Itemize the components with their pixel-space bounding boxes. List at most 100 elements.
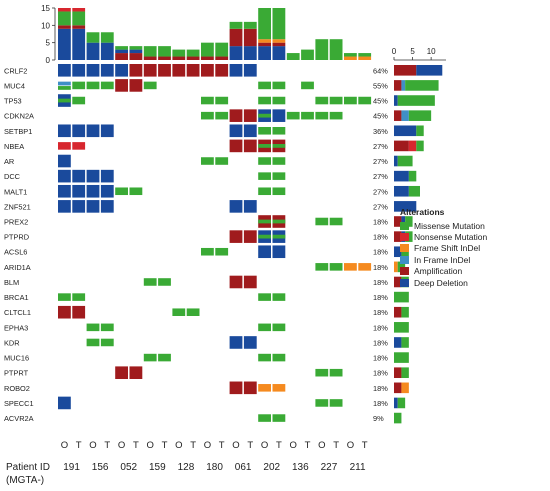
cell-missense [272, 353, 286, 362]
cell-nonsense [72, 142, 86, 150]
cell-missense [129, 187, 143, 196]
cell-amplification [172, 64, 186, 77]
cell-missense [315, 217, 329, 226]
sample-type-label: T [276, 440, 282, 451]
top-bar-segment-missense [72, 11, 86, 26]
cell-amplification [158, 64, 171, 77]
top-bar-segment-deletion [229, 46, 243, 60]
right-bar-segment-missense [394, 352, 409, 363]
sample-type-label: O [147, 440, 154, 451]
top-bar-segment-amplification [115, 53, 128, 60]
top-bar-segment-deletion [129, 49, 143, 54]
sample-type-label: T [333, 440, 339, 451]
right-bar-segment-missense [397, 95, 435, 106]
right-bar-segment-frameshift [394, 261, 398, 273]
top-bar-axis: 0 5 10 15 [41, 4, 56, 65]
legend-swatch-inframe [400, 255, 409, 264]
cell-missense [272, 157, 286, 165]
right-bar-segment-missense [401, 337, 409, 348]
cell-deletion [58, 396, 71, 410]
cell-missense [158, 353, 171, 362]
right-bar-segment-deletion [394, 201, 417, 212]
legend-item-inframe: In Frame InDel [400, 254, 550, 265]
percentage-labels: 64% 55% 45% 45% 36% 27% 27% 27% 27% 27% 18% 18% 18% 1… [373, 66, 388, 423]
cell-missense [258, 323, 271, 332]
patient-id: 227 [321, 462, 338, 473]
cell-missense [329, 399, 343, 407]
cell-missense [86, 323, 100, 332]
cell-missense [158, 278, 171, 286]
top-bar-segment-missense [344, 53, 357, 57]
cell-missense [258, 144, 271, 148]
cell-deletion [86, 200, 100, 213]
gene-label: BLM [4, 278, 19, 287]
sample-type-label: O [347, 440, 354, 451]
top-bar-segment-amplification [229, 28, 243, 47]
gene-percentage: 45% [373, 97, 388, 106]
cell-missense [58, 98, 71, 103]
cell-amplification [243, 109, 257, 122]
sample-type-label: T [219, 440, 225, 451]
cell-missense [272, 414, 286, 422]
cell-missense [86, 81, 100, 90]
cell-missense [72, 293, 86, 301]
right-bar-segment-missense [405, 80, 439, 91]
cell-deletion [72, 169, 86, 183]
cell-nonsense [58, 142, 71, 150]
cell-deletion [58, 154, 71, 168]
gene-label: CRLF2 [4, 66, 27, 75]
top-bar-segment-amplification [243, 28, 257, 47]
top-axis-tick-label: 0 [46, 56, 51, 65]
cell-deletion [58, 124, 71, 138]
sample-type-label: O [175, 440, 182, 451]
top-bar-segment-missense [86, 32, 100, 43]
right-bar-segment-missense [394, 322, 409, 333]
gene-label: AR [4, 157, 14, 166]
gene-label: PTPRD [4, 233, 29, 242]
cell-missense [272, 187, 286, 196]
cell-missense [215, 247, 229, 256]
gene-label: BRCA1 [4, 293, 29, 302]
gene-percentage: 18% [373, 233, 388, 242]
cell-missense [315, 368, 329, 377]
right-bar-segment-deletion [394, 397, 398, 409]
legend-item-amplification: Amplification [400, 266, 550, 277]
cell-deletion [229, 336, 243, 349]
cell-amplification [115, 79, 128, 92]
right-bar-segment-missense [401, 367, 409, 378]
patient-id-line1: Patient ID [6, 462, 50, 473]
top-bar-segment-missense [115, 46, 128, 50]
cell-missense [272, 293, 286, 301]
cell-missense [272, 219, 286, 224]
cell-deletion [100, 124, 114, 138]
cell-deletion [86, 124, 100, 138]
right-axis-tick-label: 0 [392, 47, 397, 56]
gene-percentage: 18% [373, 323, 388, 332]
cell-deletion [229, 200, 243, 213]
gene-label: MUC16 [4, 354, 29, 363]
cell-missense [100, 323, 114, 332]
right-bar-segment-amplification [394, 216, 402, 227]
cell-frameshift [258, 384, 271, 392]
cell-frameshift [344, 263, 357, 271]
cell-missense [258, 172, 271, 180]
right-bar-segment-missense [397, 261, 406, 273]
cell-amplification [229, 139, 243, 153]
top-bar-segment-amplification [58, 25, 71, 29]
right-bar-segment-amplification [394, 276, 402, 288]
cell-missense [100, 81, 114, 90]
legend-swatch-deletion [400, 278, 409, 287]
cell-missense [58, 293, 71, 301]
cell-deletion [243, 124, 257, 138]
legend-item-nonsense: Nonsense Mutation [400, 231, 550, 242]
top-bar-segment-amplification [172, 56, 186, 60]
cell-deletion [58, 64, 71, 77]
top-bar-segment-missense [129, 46, 143, 50]
gene-label: ROBO2 [4, 384, 30, 393]
cell-missense [344, 96, 357, 105]
gene-percentage: 18% [373, 248, 388, 257]
cell-missense [86, 338, 100, 347]
legend-title: Alterations [400, 207, 445, 217]
cell-missense [258, 113, 271, 118]
